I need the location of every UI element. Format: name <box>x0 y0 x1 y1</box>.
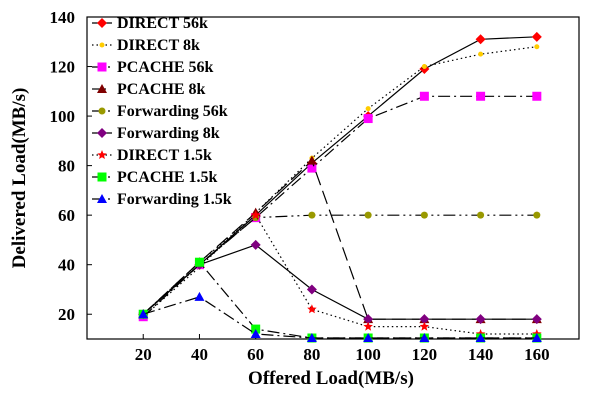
series-line <box>142 159 537 320</box>
data-point <box>363 114 373 124</box>
data-point <box>306 333 317 342</box>
data-point <box>477 211 485 219</box>
data-point <box>363 321 373 331</box>
legend-label: Forwarding 1.5k <box>117 191 232 208</box>
y-tick-label: 120 <box>50 58 76 77</box>
series-forwarding-8k <box>138 239 542 325</box>
data-point <box>138 309 149 319</box>
data-point <box>419 333 430 342</box>
legend-label: DIRECT 56k <box>117 15 208 32</box>
series-forwarding-1-5k <box>138 291 542 342</box>
data-point <box>419 314 430 325</box>
legend-entry: Forwarding 1.5k <box>92 191 232 208</box>
legend-label: DIRECT 8k <box>117 37 200 54</box>
data-point <box>97 62 107 72</box>
data-point <box>97 194 107 203</box>
series-line <box>143 296 537 339</box>
x-tick-label: 120 <box>412 345 438 364</box>
y-tick-label: 60 <box>58 206 75 225</box>
legend-label: PCACHE 56k <box>117 59 214 76</box>
data-point <box>421 64 427 70</box>
data-point <box>475 333 486 342</box>
legend-entry: PCACHE 8k <box>92 81 206 98</box>
x-tick-label: 140 <box>468 345 494 364</box>
legend: DIRECT 56k DIRECT 8k PCACHE 56k PCACHE 8k Fo… <box>92 15 232 208</box>
legend-entry: DIRECT 8k <box>92 37 200 54</box>
x-tick-label: 100 <box>355 345 381 364</box>
data-point <box>531 333 542 342</box>
data-point <box>97 150 107 159</box>
data-point <box>365 106 371 112</box>
data-point <box>306 155 317 165</box>
y-tick-label: 140 <box>50 8 76 27</box>
data-point <box>250 329 261 339</box>
data-point <box>420 211 428 219</box>
data-point <box>97 18 107 28</box>
legend-entry: DIRECT 1.5k <box>92 147 212 164</box>
x-axis-title: Offered Load(MB/s) <box>248 368 414 389</box>
series-line <box>142 244 537 320</box>
data-point <box>194 291 205 301</box>
x-tick-label: 20 <box>135 345 152 364</box>
y-tick-label: 80 <box>58 157 75 176</box>
data-point <box>194 257 204 267</box>
data-point <box>307 163 317 173</box>
x-tick-label: 160 <box>524 345 550 364</box>
legend-label: Forwarding 8k <box>117 125 220 142</box>
data-point <box>97 128 107 138</box>
data-point <box>364 211 372 219</box>
legend-entry: DIRECT 56k <box>92 15 208 32</box>
data-point <box>308 211 316 219</box>
series-line <box>142 214 537 315</box>
legend-entry: PCACHE 56k <box>92 59 214 76</box>
x-tick-label: 60 <box>247 345 264 364</box>
data-point <box>478 51 484 57</box>
data-point <box>99 42 105 48</box>
series-layer <box>138 31 542 343</box>
legend-label: Forwarding 56k <box>117 103 228 120</box>
legend-entry: PCACHE 1.5k <box>92 169 218 186</box>
data-point <box>250 210 261 220</box>
legend-label: PCACHE 8k <box>117 81 206 98</box>
data-point <box>531 314 542 325</box>
data-point <box>532 91 542 101</box>
data-point <box>363 333 374 342</box>
x-tick-label: 40 <box>191 345 208 364</box>
axes: 20 40 60 80 100 120 140 160 20 40 60 80 100 120 140 <box>50 8 550 364</box>
legend-entry: Forwarding 56k <box>92 103 228 120</box>
data-point <box>419 321 430 331</box>
data-point <box>250 239 261 250</box>
legend-label: PCACHE 1.5k <box>117 169 218 186</box>
x-tick-label: 80 <box>303 345 320 364</box>
data-point <box>533 211 541 219</box>
y-tick-label: 20 <box>58 305 75 324</box>
y-tick-label: 40 <box>58 256 75 275</box>
data-point <box>307 304 317 314</box>
data-point <box>97 84 107 93</box>
data-point <box>419 91 429 101</box>
legend-entry: Forwarding 8k <box>92 125 220 142</box>
plot-frame <box>86 16 580 340</box>
legend-label: DIRECT 1.5k <box>117 147 212 164</box>
data-point <box>363 314 374 325</box>
data-point <box>97 172 107 182</box>
data-point <box>98 107 106 115</box>
data-point <box>475 314 486 325</box>
series-line <box>142 214 537 335</box>
y-tick-label: 100 <box>50 107 76 126</box>
y-axis-title: Delivered Load(MB/s) <box>9 88 30 269</box>
data-point <box>531 31 542 42</box>
data-point <box>475 34 486 45</box>
data-point <box>306 284 317 295</box>
data-point <box>534 44 540 50</box>
data-point <box>476 91 486 101</box>
